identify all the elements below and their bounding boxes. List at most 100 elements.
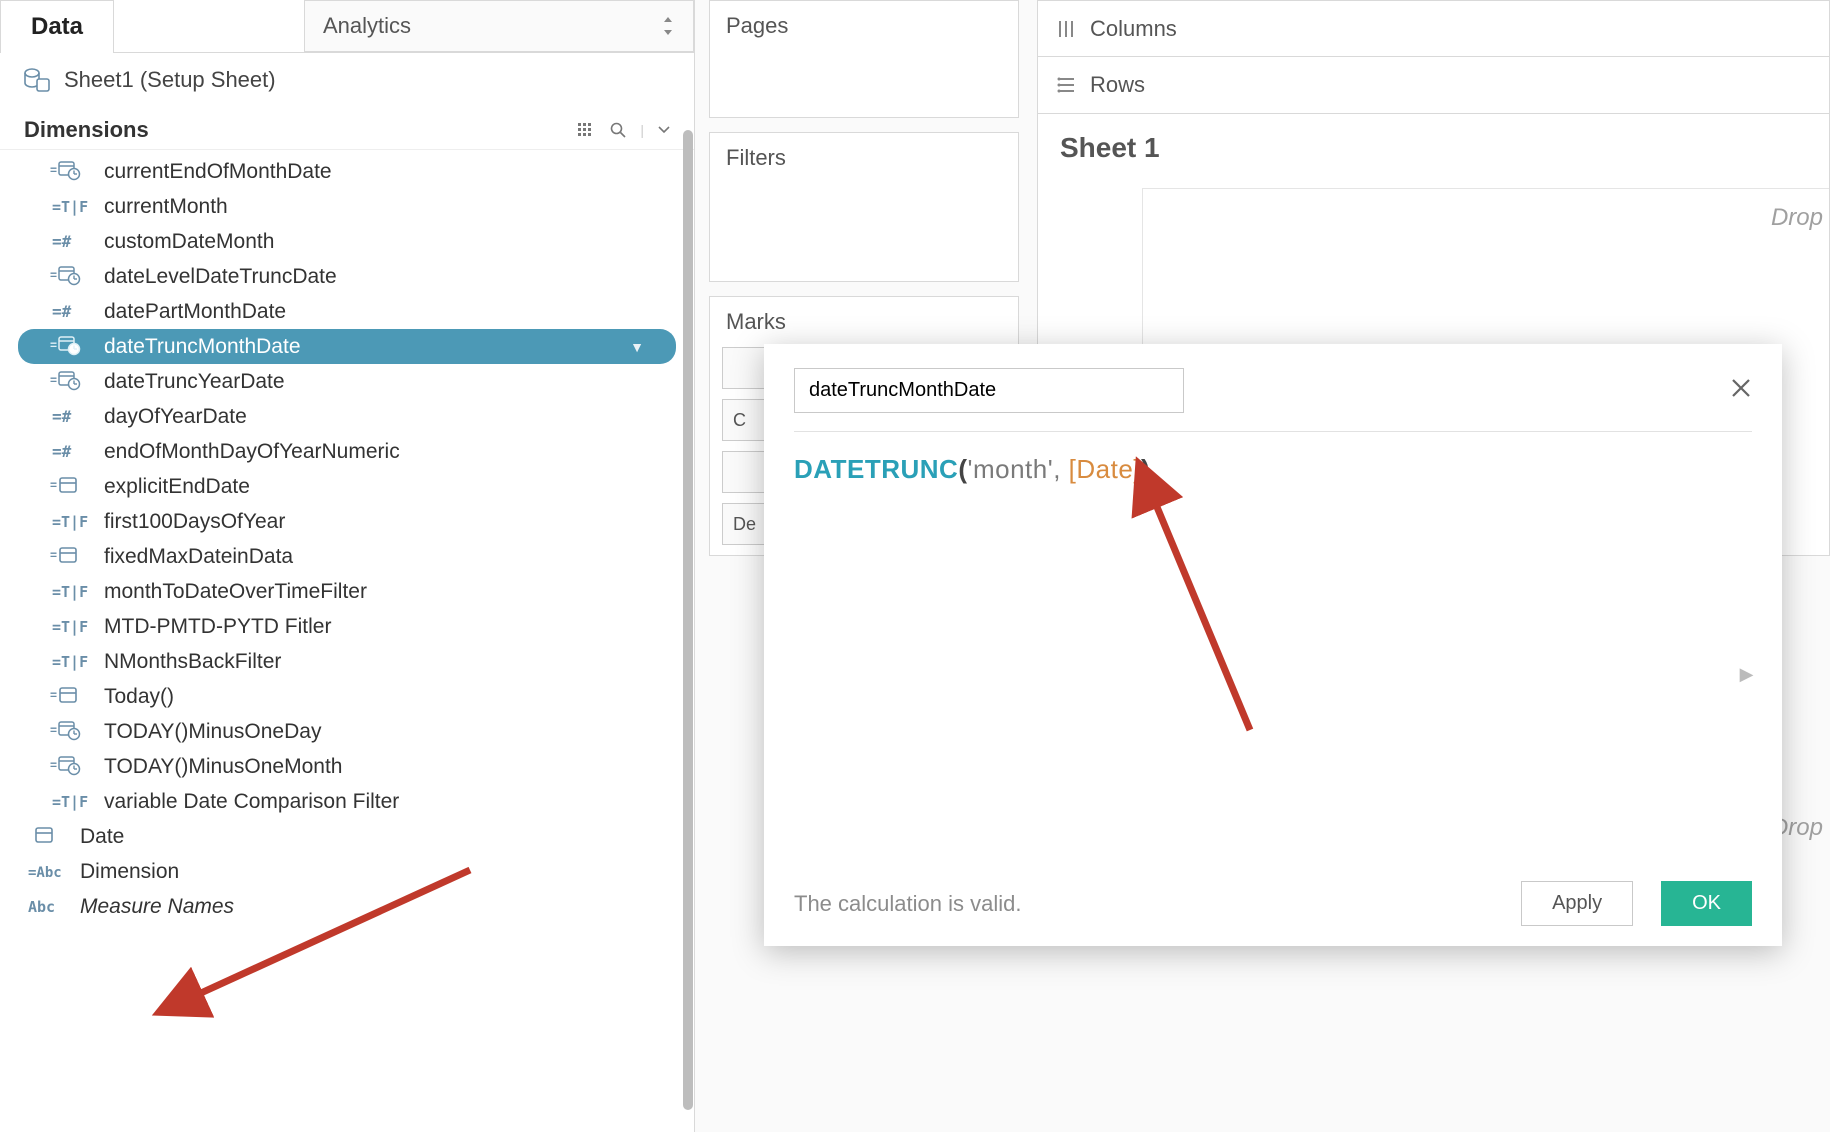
type-icon: =: [52, 685, 86, 709]
dim-item-label: customDateMonth: [104, 230, 670, 254]
dim-item-label: Date: [80, 825, 670, 849]
dim-item-label: first100DaysOfYear: [104, 510, 670, 534]
type-icon: =#: [52, 407, 86, 426]
filters-shelf[interactable]: Filters: [709, 132, 1019, 282]
datasource-row[interactable]: Sheet1 (Setup Sheet): [0, 53, 694, 107]
dim-item-dateTruncYearDate[interactable]: = dateTruncYearDate: [0, 364, 694, 399]
dim-item-fixedMaxDateinData[interactable]: = fixedMaxDateinData: [0, 539, 694, 574]
type-icon: =: [52, 370, 86, 394]
drop-hint-top: Drop: [1771, 204, 1823, 232]
dim-item-label: explicitEndDate: [104, 475, 670, 499]
rows-label: Rows: [1090, 72, 1145, 98]
type-icon: =: [52, 755, 86, 779]
dim-item-label: TODAY()MinusOneMonth: [104, 755, 670, 779]
dim-item-MTD-PMTD-PYTD Fitler[interactable]: =T|FMTD-PMTD-PYTD Fitler: [0, 609, 694, 644]
close-icon[interactable]: [1730, 375, 1752, 406]
dim-item-label: endOfMonthDayOfYearNumeric: [104, 440, 670, 464]
dim-item-label: dayOfYearDate: [104, 405, 670, 429]
formula-lparen: (: [958, 454, 967, 484]
dim-item-dateLevelDateTruncDate[interactable]: = dateLevelDateTruncDate: [0, 259, 694, 294]
type-icon: =: [52, 720, 86, 744]
dim-item-NMonthsBackFilter[interactable]: =T|FNMonthsBackFilter: [0, 644, 694, 679]
dim-item-Measure-Names[interactable]: Abc Measure Names: [0, 889, 694, 924]
apply-button[interactable]: Apply: [1521, 881, 1633, 926]
formula-field: [Date]: [1069, 454, 1141, 484]
type-icon: =#: [52, 232, 86, 251]
dim-item-label: Measure Names: [80, 895, 670, 919]
dim-item-label: variable Date Comparison Filter: [104, 790, 670, 814]
dim-item-label: dateTruncMonthDate: [104, 335, 612, 359]
type-icon: =T|F: [52, 653, 86, 671]
rows-shelf[interactable]: Rows: [1037, 57, 1830, 114]
chevron-sort-icon: [661, 17, 675, 35]
type-icon: Abc: [28, 898, 62, 916]
type-icon: =#: [52, 442, 86, 461]
rows-icon: [1056, 75, 1076, 95]
calc-name-input[interactable]: [794, 368, 1184, 413]
sidebar-tabs: Data Analytics: [0, 0, 694, 53]
dim-item-explicitEndDate[interactable]: =explicitEndDate: [0, 469, 694, 504]
dim-item-currentEndOfMonthDate[interactable]: = currentEndOfMonthDate: [0, 154, 694, 189]
type-icon: =#: [52, 302, 86, 321]
sheet-title: Sheet 1: [1060, 132, 1807, 164]
datasource-label: Sheet1 (Setup Sheet): [64, 67, 276, 93]
dim-item-endOfMonthDayOfYearNumeric[interactable]: =# endOfMonthDayOfYearNumeric: [0, 434, 694, 469]
dimensions-list: =currentEndOfMonthDate=T|FcurrentMonth=#…: [0, 150, 694, 944]
analytics-label: Analytics: [323, 13, 411, 39]
type-icon: [28, 825, 62, 849]
formula-arg1: 'month': [968, 454, 1054, 484]
dimensions-menu-divider: |: [640, 122, 644, 138]
columns-icon: [1056, 19, 1076, 39]
svg-text:=: =: [50, 688, 57, 702]
dim-item-first100DaysOfYear[interactable]: =T|F first100DaysOfYear: [0, 504, 694, 539]
dialog-divider: [794, 431, 1752, 432]
dim-item-variable Date Comparison Filter[interactable]: =T|F variable Date Comparison Filter: [0, 784, 694, 819]
dimensions-header: Dimensions |: [0, 107, 694, 150]
view-list-icon[interactable]: [578, 123, 596, 137]
dim-item-monthToDateOverTimeFilter[interactable]: =T|F monthToDateOverTimeFilter: [0, 574, 694, 609]
dim-item-label: monthToDateOverTimeFilter: [104, 580, 670, 604]
dim-item-label: dateTruncYearDate: [104, 370, 670, 394]
type-icon: =: [52, 545, 86, 569]
dim-item-label: dateLevelDateTruncDate: [104, 265, 670, 289]
calc-formula-editor[interactable]: DATETRUNC('month', [Date]) ▶: [794, 454, 1752, 881]
dim-item-TODAY()MinusOneDay[interactable]: = TODAY()MinusOneDay: [0, 714, 694, 749]
dim-item-TODAY()MinusOneMonth[interactable]: = TODAY()MinusOneMonth: [0, 749, 694, 784]
svg-text:=: =: [50, 163, 57, 177]
analytics-dropdown[interactable]: Analytics: [304, 0, 694, 52]
type-icon: =: [52, 160, 86, 184]
expand-icon[interactable]: ▶: [1740, 664, 1754, 685]
dim-item-label: fixedMaxDateinData: [104, 545, 670, 569]
dim-item-Today()[interactable]: = Today(): [0, 679, 694, 714]
columns-shelf[interactable]: Columns: [1037, 0, 1830, 57]
dim-item-label: Today(): [104, 685, 670, 709]
pages-shelf[interactable]: Pages: [709, 0, 1019, 118]
dim-item-label: TODAY()MinusOneDay: [104, 720, 670, 744]
dim-item-dayOfYearDate[interactable]: =# dayOfYearDate: [0, 399, 694, 434]
dim-item-Date[interactable]: Date: [0, 819, 694, 854]
marks-label: Marks: [710, 297, 1018, 347]
datasource-icon: [24, 68, 50, 92]
type-icon: =: [52, 265, 86, 289]
type-icon: =T|F: [52, 793, 86, 811]
type-icon: =T|F: [52, 583, 86, 601]
formula-rparen: ): [1141, 454, 1150, 484]
svg-text:=: =: [50, 268, 57, 282]
dim-item-Dimension[interactable]: =AbcDimension: [0, 854, 694, 889]
dim-item-datePartMonthDate[interactable]: =#datePartMonthDate: [0, 294, 694, 329]
dim-item-currentMonth[interactable]: =T|FcurrentMonth: [0, 189, 694, 224]
dim-item-customDateMonth[interactable]: =# customDateMonth: [0, 224, 694, 259]
svg-text:=: =: [50, 548, 57, 562]
chevron-down-icon[interactable]: ▼: [630, 339, 644, 355]
dim-item-label: currentEndOfMonthDate: [104, 160, 670, 184]
dim-item-label: Dimension: [80, 860, 670, 884]
svg-text:=: =: [50, 758, 57, 772]
search-icon[interactable]: [610, 122, 626, 138]
tab-data[interactable]: Data: [0, 0, 114, 53]
dim-item-dateTruncMonthDate[interactable]: =dateTruncMonthDate▼: [18, 329, 676, 364]
filters-label: Filters: [710, 133, 1018, 183]
type-icon: =T|F: [52, 513, 86, 531]
scrollbar[interactable]: [683, 130, 693, 1110]
chevron-down-icon[interactable]: [658, 126, 670, 134]
ok-button[interactable]: OK: [1661, 881, 1752, 926]
